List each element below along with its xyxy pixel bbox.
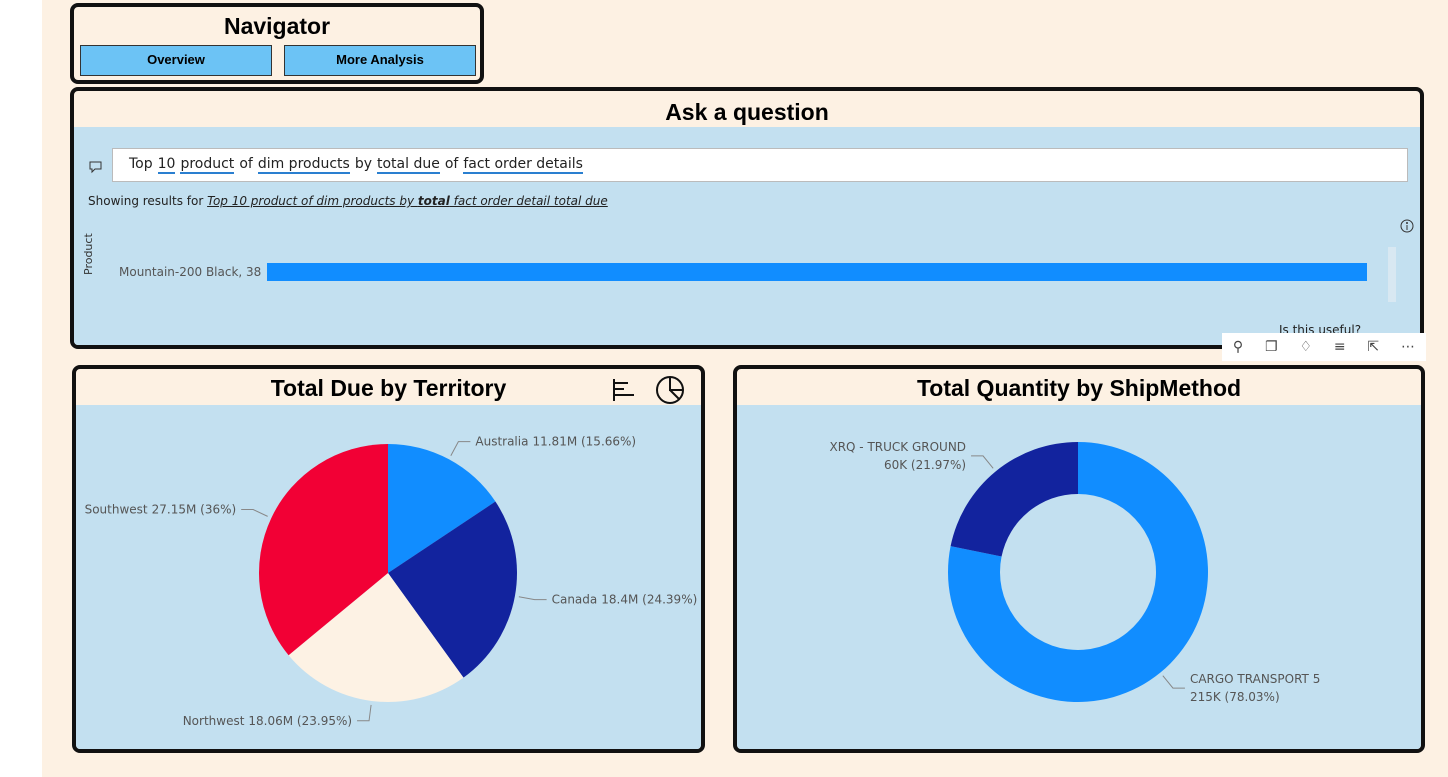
pie-slice (288, 573, 464, 702)
query-token: fact order details (463, 156, 583, 174)
qa-body: Top 10 product of dim products by total due of f… (74, 127, 1420, 345)
query-token: total due (377, 156, 440, 174)
label-value: 60K (21.97%) (884, 457, 966, 471)
nav-title: Navigator (223, 13, 331, 39)
qa-title: Ask a question (665, 99, 829, 125)
query-token: of (239, 156, 253, 172)
donut-slice (948, 442, 1208, 702)
results-line: Showing results for Top 10 product of di… (88, 194, 608, 208)
leader-line (518, 596, 547, 601)
bar (267, 263, 1367, 281)
chart-title: Total Due by Territory (270, 375, 507, 401)
query-token: of (444, 156, 459, 172)
leader-line (1162, 675, 1185, 689)
results-query[interactable]: Top 10 product of dim products by total … (207, 194, 608, 208)
focus[interactable]: ⇱ (1367, 339, 1380, 355)
label-value: 18.4M (24.39%) (601, 592, 697, 606)
data-label: Southwest 27.15M (36%) (85, 502, 237, 516)
label-category: Northwest (183, 713, 245, 727)
label-category: Southwest (85, 502, 148, 516)
data-label: Northwest 18.06M (23.95%) (183, 713, 352, 727)
results-part: fact order detail total due (449, 194, 608, 208)
navigator: Navigator Overview More Analysis (70, 3, 484, 84)
pie-slice (388, 501, 517, 678)
pin[interactable]: ⚲ (1232, 339, 1244, 355)
label-value: 27.15M (36%) (152, 502, 237, 516)
leader-line (241, 509, 268, 517)
bar-label: Mountain-200 Black, 38 (119, 265, 262, 279)
chart-title: Total Quantity by ShipMethod (916, 375, 1242, 401)
data-label: CARGO TRANSPORT 5 215K (78.03%) (1190, 672, 1320, 704)
pie-slice (388, 444, 496, 573)
comment-icon (89, 161, 102, 174)
nav-button[interactable]: More Analysis (284, 45, 476, 76)
leader-line (357, 704, 372, 722)
more[interactable]: ⋯ (1401, 339, 1415, 355)
data-label: Australia 11.81M (15.66%) (475, 434, 636, 448)
donut-slice (950, 442, 1078, 557)
info-icon[interactable] (1400, 219, 1414, 233)
query-token: product (180, 156, 235, 174)
label-value: 215K (78.03%) (1190, 690, 1280, 704)
label-category: XRQ - TRUCK GROUND (829, 439, 966, 453)
label-category: Australia (475, 434, 528, 448)
data-label: Canada 18.4M (24.39%) (552, 592, 698, 606)
alert[interactable]: ♢ (1299, 339, 1312, 355)
scrollbar (1388, 247, 1396, 302)
leader-line (971, 455, 994, 469)
label-category: CARGO TRANSPORT 5 (1190, 672, 1320, 686)
copy[interactable]: ❐ (1265, 339, 1278, 355)
query-token: by (354, 156, 372, 172)
nav-button[interactable]: Overview (80, 45, 272, 76)
filter[interactable]: ≡ (1333, 339, 1346, 355)
chart-icons[interactable] (610, 375, 690, 405)
results-part: Top 10 product of dim products by (207, 194, 418, 208)
label-category: Canada (552, 592, 598, 606)
data-label: XRQ - TRUCK GROUND 60K (21.97%) (829, 439, 966, 471)
leader-line (450, 441, 471, 457)
query-input[interactable]: Top 10 product of dim products by total due of f… (112, 148, 1408, 182)
results-part: total (417, 194, 450, 208)
label-value: 11.81M (15.66%) (532, 434, 636, 448)
query-token: dim products (257, 156, 350, 174)
query-token: 10 (157, 156, 176, 174)
visual-toolbar: ⚲ ❐ ♢ ≡ ⇱ ⋯ (1222, 333, 1426, 361)
results-prefix: Showing results for (88, 194, 204, 208)
qa-box: Ask a question Top 10 product of dim product… (70, 87, 1424, 349)
label-value: 18.06M (23.95%) (248, 713, 352, 727)
query-token: Top (129, 156, 153, 172)
pie-slice (259, 444, 388, 656)
